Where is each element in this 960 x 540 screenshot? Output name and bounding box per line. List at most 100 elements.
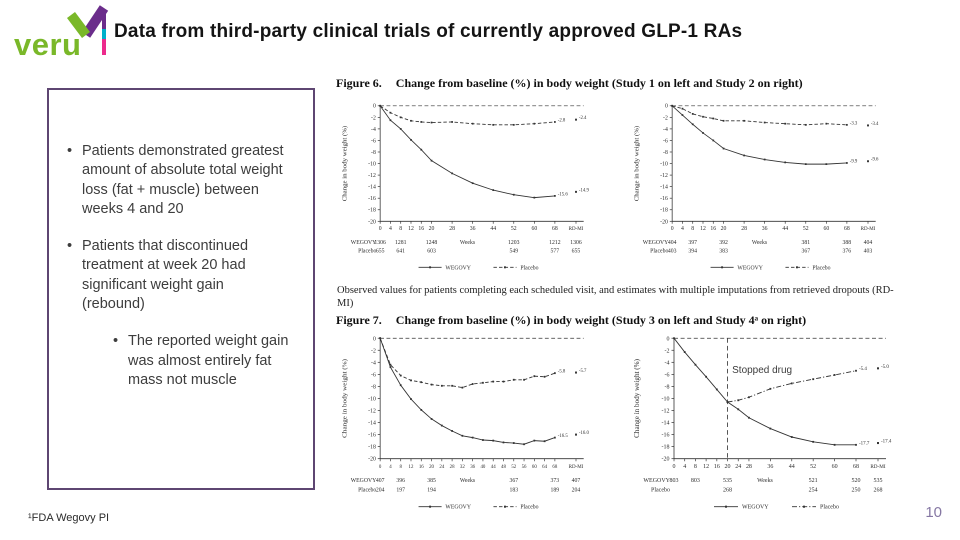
figure7-label: Figure 7. <box>336 313 382 327</box>
svg-text:48: 48 <box>501 464 506 470</box>
svg-text:4: 4 <box>389 226 392 232</box>
svg-text:20: 20 <box>725 464 731 470</box>
svg-text:-18: -18 <box>368 445 376 451</box>
svg-text:Placebo: Placebo <box>358 487 376 493</box>
svg-text:WEGOVY: WEGOVY <box>445 265 471 271</box>
svg-text:-2: -2 <box>371 115 376 121</box>
svg-text:-16: -16 <box>662 433 670 439</box>
bullet-weight-loss: Patients demonstrated greatest amount of… <box>65 142 287 219</box>
svg-text:-8: -8 <box>371 384 376 390</box>
svg-text:535: 535 <box>874 478 883 484</box>
study2-chart: 0 -2 -4 -6 -8 -10 -12 -14 -16 -18 -20 0 4 8 12 16 20 28 36… <box>628 96 916 282</box>
svg-text:4: 4 <box>389 464 392 470</box>
svg-text:28: 28 <box>741 226 747 232</box>
svg-text:385: 385 <box>427 478 436 484</box>
svg-text:367: 367 <box>509 478 518 484</box>
svg-text:-14: -14 <box>368 420 376 426</box>
svg-text:16: 16 <box>419 464 424 470</box>
svg-text:0: 0 <box>665 104 668 110</box>
svg-text:-12: -12 <box>660 173 668 179</box>
svg-text:Placebo: Placebo <box>650 249 668 255</box>
svg-text:521: 521 <box>809 478 818 484</box>
study4-chart: 0 -2 -4 -6 -8 -10 -12 -14 -16 -18 -20 0 4 8 12 16 20 24 28… <box>628 328 928 522</box>
svg-text:1203: 1203 <box>508 240 520 246</box>
svg-text:RD-MI: RD-MI <box>569 464 584 470</box>
svg-text:-10: -10 <box>368 396 376 402</box>
svg-text:-12: -12 <box>368 173 376 179</box>
svg-text:12: 12 <box>409 464 414 470</box>
svg-text:394: 394 <box>688 249 697 255</box>
svg-text:-10: -10 <box>662 396 670 402</box>
svg-text:655: 655 <box>572 249 581 255</box>
svg-text:20: 20 <box>429 464 434 470</box>
svg-text:12: 12 <box>700 226 706 232</box>
svg-text:520: 520 <box>852 478 861 484</box>
svg-text:-4: -4 <box>371 127 376 133</box>
svg-text:-14: -14 <box>662 421 670 427</box>
svg-text:12: 12 <box>408 226 414 232</box>
svg-text:407: 407 <box>376 478 385 484</box>
svg-text:Weeks: Weeks <box>752 240 768 246</box>
svg-text:-2.8: -2.8 <box>558 118 566 123</box>
svg-text:-18: -18 <box>660 208 668 214</box>
svg-text:36: 36 <box>767 464 773 470</box>
svg-text:549: 549 <box>509 249 518 255</box>
svg-text:-14.9: -14.9 <box>579 188 590 193</box>
axes: 0-2-4-6-8-10-12-14-16-18-200 4 8 12 16 20 28 36… <box>634 104 876 232</box>
svg-text:RD-MI: RD-MI <box>569 226 584 232</box>
svg-text:641: 641 <box>396 249 405 255</box>
chart-legend: WEGOVY Placebo <box>714 505 839 511</box>
svg-text:1212: 1212 <box>549 240 561 246</box>
svg-text:52: 52 <box>810 464 816 470</box>
svg-text:1281: 1281 <box>395 240 407 246</box>
svg-text:Change in body weight (%): Change in body weight (%) <box>634 126 641 202</box>
svg-text:60: 60 <box>532 464 537 470</box>
svg-text:-10: -10 <box>660 161 668 167</box>
bullet-fat-mass: The reported weight gain was almost enti… <box>111 332 294 390</box>
svg-text:-3.4: -3.4 <box>871 122 879 127</box>
svg-text:44: 44 <box>491 464 496 470</box>
svg-text:WEGOVY: WEGOVY <box>351 478 377 484</box>
svg-text:-6: -6 <box>663 138 668 144</box>
svg-text:1306: 1306 <box>374 240 386 246</box>
svg-text:Change in body weight (%): Change in body weight (%) <box>633 358 641 438</box>
slide-title: Data from third-party clinical trials of… <box>114 21 743 42</box>
svg-text:-17.7: -17.7 <box>859 440 870 446</box>
figure7-title: Change from baseline (%) in body weight … <box>395 313 807 327</box>
svg-text:Weeks: Weeks <box>460 240 476 246</box>
svg-text:-12: -12 <box>368 408 376 414</box>
svg-text:-6: -6 <box>371 138 376 144</box>
svg-text:68: 68 <box>853 464 859 470</box>
enrollment-table: WEGOVY Placebo 1306 655 1281 641 1248 603 1203 54… <box>351 240 582 255</box>
svg-text:-5.4: -5.4 <box>859 366 867 372</box>
svg-text:183: 183 <box>509 487 518 493</box>
svg-text:0: 0 <box>379 464 382 470</box>
figure7-heading: Figure 7. Change from baseline (%) in bod… <box>336 313 806 328</box>
svg-text:-4: -4 <box>665 360 670 366</box>
svg-text:WEGOVY: WEGOVY <box>643 240 669 246</box>
svg-text:268: 268 <box>723 487 732 493</box>
svg-text:-16.0: -16.0 <box>579 431 589 436</box>
svg-text:0: 0 <box>373 104 376 110</box>
svg-text:-17.4: -17.4 <box>881 438 892 444</box>
enrollment-table: WEGOVYPlacebo407204396197385194367183373… <box>351 478 581 493</box>
svg-text:-16: -16 <box>368 196 376 202</box>
svg-text:-16: -16 <box>368 433 376 439</box>
svg-text:4: 4 <box>681 226 684 232</box>
svg-text:44: 44 <box>789 464 795 470</box>
svg-text:-12: -12 <box>662 409 670 415</box>
svg-text:8: 8 <box>399 226 402 232</box>
svg-text:-20: -20 <box>368 457 376 463</box>
svg-text:0: 0 <box>667 336 670 342</box>
svg-text:28: 28 <box>450 464 455 470</box>
svg-text:-9.9: -9.9 <box>850 159 858 164</box>
veru-logo: veru <box>14 5 110 60</box>
svg-text:0: 0 <box>379 226 382 232</box>
svg-text:-14: -14 <box>660 185 668 191</box>
svg-text:12: 12 <box>703 464 709 470</box>
svg-text:-5.7: -5.7 <box>579 369 587 374</box>
svg-text:197: 197 <box>396 487 405 493</box>
svg-text:-20: -20 <box>660 219 668 225</box>
svg-text:Placebo: Placebo <box>812 265 830 271</box>
